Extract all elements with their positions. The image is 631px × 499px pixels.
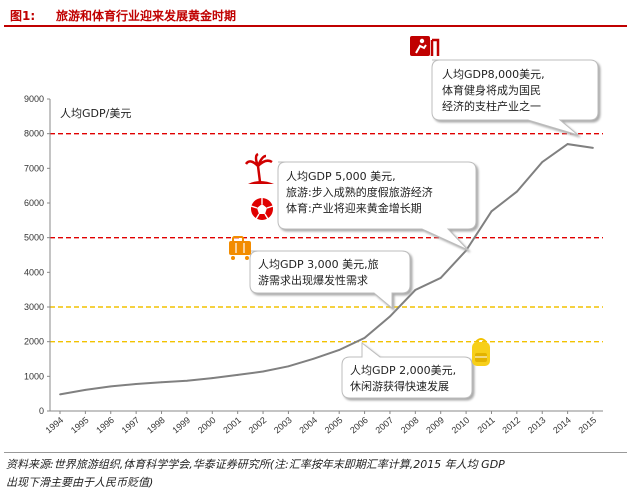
x-tick-label: 2015 bbox=[577, 415, 599, 436]
x-tick-label: 2004 bbox=[297, 415, 319, 436]
callout-5000-line1: 人均GDP 5,000 美元, bbox=[286, 170, 396, 183]
data-point bbox=[135, 383, 138, 385]
figure-header: 图1: 旅游和体育行业迎来发展黄金时期 bbox=[4, 3, 627, 27]
callout-gdp-5000: 人均GDP 5,000 美元, 旅游:步入成熟的度假旅游经济 体育:产业将迎来黄… bbox=[277, 161, 477, 251]
data-point bbox=[465, 249, 467, 252]
data-point bbox=[312, 357, 315, 360]
data-point bbox=[59, 393, 61, 396]
x-tick-label: 1994 bbox=[44, 415, 66, 436]
source-line-1: 资料来源:世界旅游组织,体育科学学会,华泰证券研究所(注:汇率按年末即期汇率计算… bbox=[6, 458, 505, 471]
callout-2000-line1: 人均GDP 2,000美元, bbox=[350, 364, 456, 377]
callout-8000-line3: 经济的支柱产业之一 bbox=[442, 99, 541, 113]
x-tick-label: 1997 bbox=[120, 415, 142, 436]
data-point bbox=[160, 381, 163, 384]
data-point bbox=[490, 210, 493, 213]
x-tick-label: 2006 bbox=[348, 415, 370, 436]
x-tick-label: 2011 bbox=[476, 415, 497, 435]
x-tick-label: 1996 bbox=[94, 415, 116, 436]
x-tick-label: 2001 bbox=[221, 415, 243, 436]
y-tick-label: 1000 bbox=[24, 371, 44, 381]
x-tick-label: 2013 bbox=[526, 415, 548, 436]
callout-3000-line1: 人均GDP 3,000 美元,旅 bbox=[258, 257, 379, 271]
callout-5000-line2: 旅游:步入成熟的度假旅游经济 bbox=[286, 185, 433, 199]
x-tick-label: 2012 bbox=[500, 415, 522, 436]
callout-5000-line3: 体育:产业将迎来黄金增长期 bbox=[286, 201, 422, 215]
x-tick-label: 1998 bbox=[145, 415, 167, 436]
callout-8000-line2: 体育健身将成为国民 bbox=[442, 83, 541, 97]
data-point bbox=[109, 385, 112, 388]
y-tick-label: 6000 bbox=[24, 198, 44, 208]
data-point bbox=[414, 289, 417, 291]
data-point bbox=[541, 161, 544, 163]
x-tick-label: 2000 bbox=[196, 415, 218, 436]
x-tick-label: 2002 bbox=[247, 415, 269, 436]
luggage-icon bbox=[229, 236, 251, 260]
callout-2000-line2: 休闲游获得快速发展 bbox=[350, 379, 449, 393]
data-point bbox=[338, 349, 341, 351]
x-tick-label: 2010 bbox=[450, 415, 472, 436]
figure-title: 旅游和体育行业迎来发展黄金时期 bbox=[56, 9, 237, 23]
data-point bbox=[186, 379, 188, 382]
x-tick-label: 1999 bbox=[170, 415, 192, 436]
callout-gdp-8000: 人均GDP8,000美元, 体育健身将成为国民 经济的支柱产业之一 bbox=[431, 59, 599, 136]
y-tick-label: 9000 bbox=[24, 94, 44, 104]
soccer-ball-icon bbox=[250, 198, 274, 220]
x-tick-label: 2003 bbox=[272, 415, 294, 436]
x-tick-label: 1995 bbox=[69, 415, 91, 436]
data-point bbox=[389, 315, 391, 318]
hurdle-runner-icon bbox=[410, 36, 440, 56]
x-tick-label: 2009 bbox=[424, 415, 446, 436]
y-tick-label: 4000 bbox=[24, 267, 44, 277]
y-tick-label: 3000 bbox=[24, 302, 44, 312]
series-line bbox=[59, 143, 594, 396]
data-point bbox=[262, 370, 264, 373]
data-point bbox=[592, 146, 594, 149]
data-point bbox=[287, 365, 290, 368]
x-tick-label: 2008 bbox=[399, 415, 421, 436]
backpack-icon bbox=[472, 338, 490, 366]
y-tick-label: 5000 bbox=[24, 233, 44, 243]
data-point bbox=[363, 336, 366, 339]
callout-gdp-2000: 人均GDP 2,000美元, 休闲游获得快速发展 bbox=[341, 341, 473, 399]
data-point bbox=[439, 276, 442, 279]
y-tick-label: 0 bbox=[39, 406, 44, 416]
data-point bbox=[515, 190, 518, 193]
callout-gdp-3000: 人均GDP 3,000 美元,旅 游需求出现爆发性需求 bbox=[249, 250, 411, 310]
data-point bbox=[566, 143, 569, 145]
data-point bbox=[211, 377, 214, 379]
y-axis-label: 人均GDP/美元 bbox=[60, 107, 131, 120]
callout-8000-line1: 人均GDP8,000美元, bbox=[442, 68, 545, 81]
x-tick-label: 2014 bbox=[551, 415, 573, 436]
x-tick-label: 2007 bbox=[373, 415, 395, 436]
source-line-2: 出现下滑主要由于人民币贬值) bbox=[6, 476, 154, 489]
data-point bbox=[236, 374, 239, 376]
source-divider bbox=[4, 452, 627, 453]
callout-3000-line2: 游需求出现爆发性需求 bbox=[258, 273, 368, 287]
figure-number: 图1: bbox=[10, 9, 36, 23]
y-tick-label: 7000 bbox=[24, 163, 44, 173]
palm-beach-icon bbox=[244, 152, 274, 184]
y-tick-label: 2000 bbox=[24, 337, 44, 347]
y-tick-label: 8000 bbox=[24, 129, 44, 139]
data-point bbox=[84, 388, 87, 391]
x-tick-label: 2005 bbox=[323, 415, 345, 436]
source-note: 资料来源:世界旅游组织,体育科学学会,华泰证券研究所(注:汇率按年末即期汇率计算… bbox=[6, 456, 622, 492]
